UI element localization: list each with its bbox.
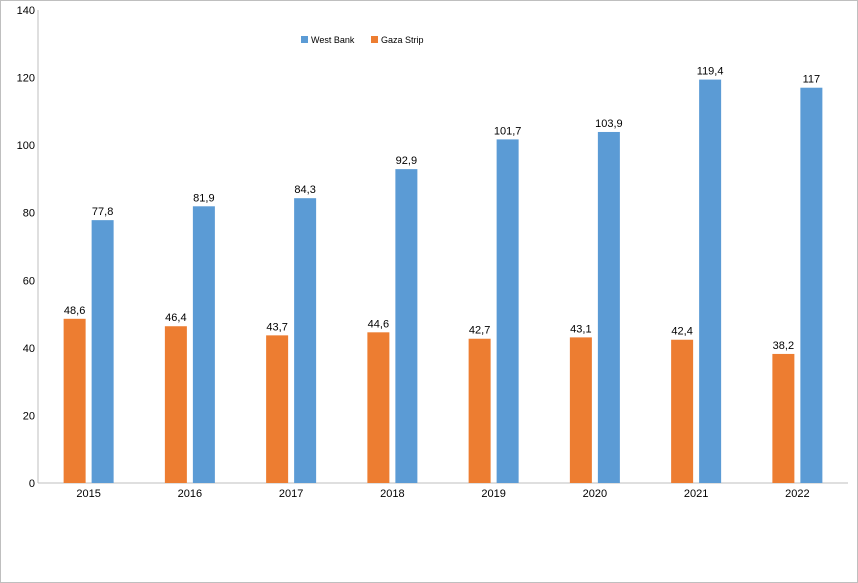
bar-west-bank-2017 [294,198,317,483]
legend-swatch [371,36,378,43]
y-tick-label: 40 [23,343,35,355]
data-label: 81,9 [193,192,214,204]
y-tick-label: 0 [29,478,35,490]
x-tick-label: 2022 [785,488,809,500]
data-label: 84,3 [294,184,315,196]
data-label: 77,8 [92,206,113,218]
bar-west-bank-2019 [496,139,519,483]
data-label: 42,7 [469,325,490,337]
data-label: 119,4 [697,66,724,78]
data-label: 42,4 [671,326,692,338]
bar-west-bank-2016 [192,206,215,484]
data-label: 117 [803,74,821,86]
y-tick-label: 140 [17,5,35,17]
bar-gaza-strip-2019 [468,338,491,483]
x-tick-label: 2017 [279,488,303,500]
data-label: 101,7 [494,125,522,137]
data-label: 44,6 [368,318,389,330]
x-axis: 2015 2016 2017 2018 2019 2020 2021 2022 [38,482,848,500]
x-tick-label: 2016 [178,488,202,500]
y-axis: 0 20 40 60 80 100 120 140 [17,5,39,490]
bar-west-bank-2022 [800,87,823,483]
bars-group [63,79,823,484]
x-tick-label: 2020 [583,488,607,500]
data-label: 43,1 [570,323,591,335]
data-label: 43,7 [266,321,287,333]
bar-west-bank-2021 [699,79,722,483]
x-tick-label: 2015 [76,488,100,500]
bar-gaza-strip-2016 [164,326,187,483]
bar-gaza-strip-2022 [772,353,795,483]
y-tick-label: 120 [17,73,35,85]
data-label: 103,9 [595,118,623,130]
bar-gaza-strip-2017 [266,335,289,483]
bar-gaza-strip-2020 [569,337,592,483]
y-tick-label: 100 [17,140,35,152]
data-labels-group: 48,6 77,8 46,4 81,9 43,7 84,3 44,6 92,9 42,7 101,… [64,66,820,352]
x-tick-label: 2021 [684,488,708,500]
bar-gaza-strip-2018 [367,332,390,483]
bar-west-bank-2015 [91,220,114,483]
y-tick-label: 80 [23,208,35,220]
bar-gaza-strip-2021 [671,339,694,483]
legend-label: West Bank [311,35,355,45]
y-tick-label: 60 [23,275,35,287]
legend-label: Gaza Strip [381,35,424,45]
y-tick-label: 20 [23,410,35,422]
data-label: 46,4 [165,312,186,324]
legend: West Bank Gaza Strip [301,35,424,45]
legend-swatch [301,36,308,43]
x-tick-label: 2019 [481,488,505,500]
data-label: 38,2 [773,340,794,352]
x-tick-label: 2018 [380,488,404,500]
bar-west-bank-2018 [395,169,418,483]
bar-gaza-strip-2015 [63,318,86,483]
data-label: 92,9 [396,155,417,167]
bar-west-bank-2020 [597,131,620,483]
data-label: 48,6 [64,305,85,317]
